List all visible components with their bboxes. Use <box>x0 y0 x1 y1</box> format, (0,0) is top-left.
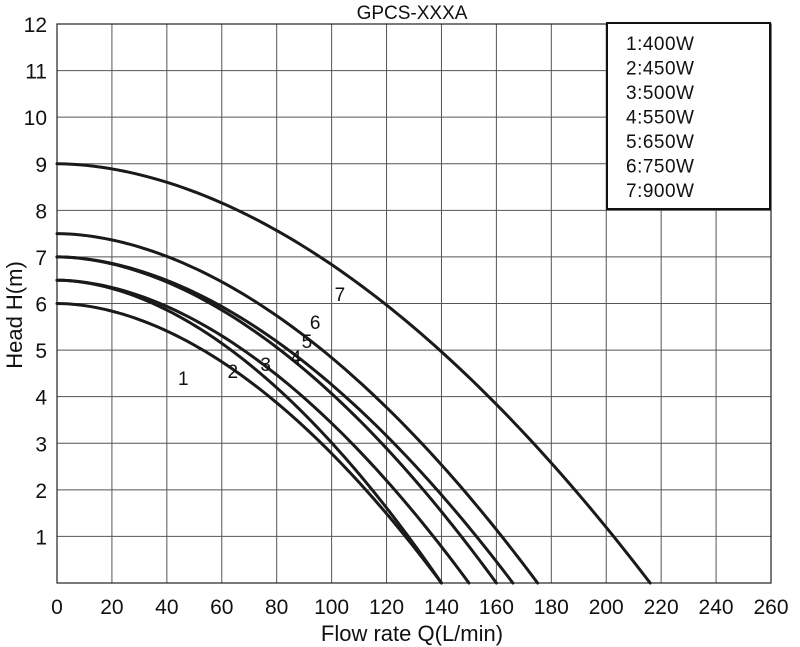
curve-5 <box>55 255 515 585</box>
x-tick-label: 260 <box>753 596 788 619</box>
legend-entry: 6:750W <box>626 157 694 178</box>
legend-entry: 3:500W <box>626 83 694 104</box>
curve-label-6: 6 <box>310 313 321 334</box>
curve-label-3: 3 <box>260 355 271 376</box>
y-tick-label: 9 <box>35 154 47 177</box>
legend-entry: 7:900W <box>626 181 694 202</box>
x-tick-labels: 0 20 40 60 80 100 120 140 160 180 200 220 240 260 <box>51 596 788 619</box>
y-tick-label: 10 <box>24 107 47 130</box>
x-tick-label: 240 <box>699 596 734 619</box>
curve-label-1: 1 <box>178 369 189 390</box>
x-axis-label: Flow rate Q(L/min) <box>321 621 503 646</box>
x-tick-label: 140 <box>424 596 459 619</box>
y-tick-label: 2 <box>35 480 47 503</box>
y-axis-label: Head H(m) <box>2 261 27 369</box>
curve-label-4: 4 <box>291 348 302 369</box>
curve-label-2: 2 <box>227 362 238 383</box>
y-tick-label: 8 <box>35 200 47 223</box>
y-tick-label: 11 <box>25 61 47 84</box>
x-tick-label: 200 <box>589 596 624 619</box>
curve-1 <box>55 302 443 585</box>
y-tick-label: 1 <box>35 526 47 549</box>
y-tick-label: 4 <box>35 387 47 410</box>
curve-label-5: 5 <box>302 332 313 353</box>
curve-6 <box>55 232 540 585</box>
x-tick-label: 60 <box>210 596 233 619</box>
x-tick-label: 80 <box>265 596 288 619</box>
x-tick-label: 120 <box>369 596 404 619</box>
legend-box <box>606 22 771 210</box>
legend-entry: 5:650W <box>626 132 694 153</box>
curve-3 <box>55 278 471 585</box>
y-tick-label: 12 <box>24 14 47 37</box>
curve-7 <box>55 162 652 585</box>
y-tick-label: 5 <box>35 340 47 363</box>
y-tick-label: 6 <box>35 294 47 317</box>
legend: 1:400W 2:450W 3:500W 4:550W 5:650W 6:750W 7:90… <box>606 22 771 210</box>
legend-entry: 2:450W <box>626 59 694 80</box>
y-tick-label: 7 <box>35 247 47 270</box>
curve-label-7: 7 <box>335 285 346 306</box>
y-tick-label: 3 <box>35 433 47 456</box>
x-tick-label: 40 <box>155 596 178 619</box>
x-tick-label: 0 <box>51 596 63 619</box>
x-tick-label: 220 <box>644 596 679 619</box>
legend-entry: 1:400W <box>626 34 694 55</box>
x-tick-label: 160 <box>479 596 514 619</box>
x-tick-label: 100 <box>314 596 349 619</box>
curves <box>55 162 652 585</box>
x-tick-label: 20 <box>100 596 123 619</box>
legend-entry: 4:550W <box>626 108 694 129</box>
chart-title: GPCS-XXXA <box>357 3 468 24</box>
x-tick-label: 180 <box>534 596 569 619</box>
